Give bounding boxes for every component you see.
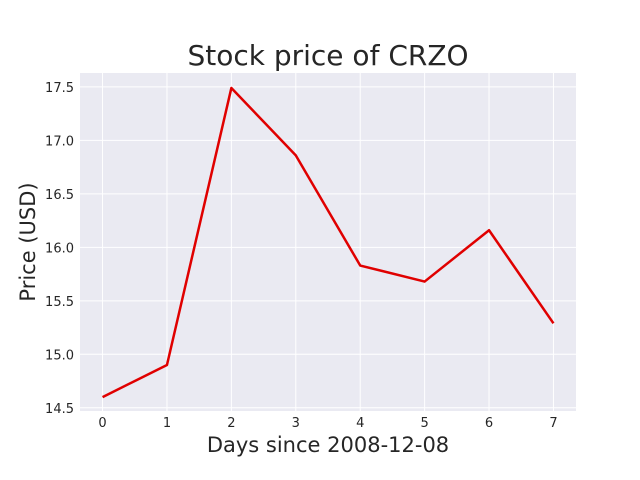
- y-tick-label: 16.0: [45, 241, 74, 256]
- x-tick-labels: 0 1 2 3 4 5 6 7: [98, 416, 557, 431]
- grid: [80, 73, 576, 411]
- x-tick-label: 3: [292, 416, 300, 431]
- x-tick-label: 1: [163, 416, 171, 431]
- x-tick-label: 0: [98, 416, 106, 431]
- y-tick-label: 16.5: [45, 188, 74, 203]
- series-layer: [101, 86, 555, 399]
- y-axis-label: Price (USD): [16, 182, 40, 301]
- x-tick-label: 6: [485, 416, 493, 431]
- series-line: [101, 86, 555, 399]
- y-tick-label: 15.5: [45, 295, 74, 310]
- x-tick-label: 7: [549, 416, 557, 431]
- plot-area: [80, 73, 576, 411]
- x-axis-label: Days since 2008-12-08: [207, 433, 449, 457]
- y-tick-label: 17.5: [45, 81, 74, 96]
- y-tick-labels: 14.5 15.0 15.5 16.0 16.5 17.0 17.5: [45, 81, 74, 417]
- chart-title: Stock price of CRZO: [187, 39, 468, 72]
- y-tick-label: 15.0: [45, 348, 74, 363]
- x-tick-label: 5: [420, 416, 428, 431]
- x-tick-label: 2: [227, 416, 235, 431]
- y-tick-label: 14.5: [45, 402, 74, 417]
- x-tick-label: 4: [356, 416, 364, 431]
- y-tick-label: 17.0: [45, 134, 74, 149]
